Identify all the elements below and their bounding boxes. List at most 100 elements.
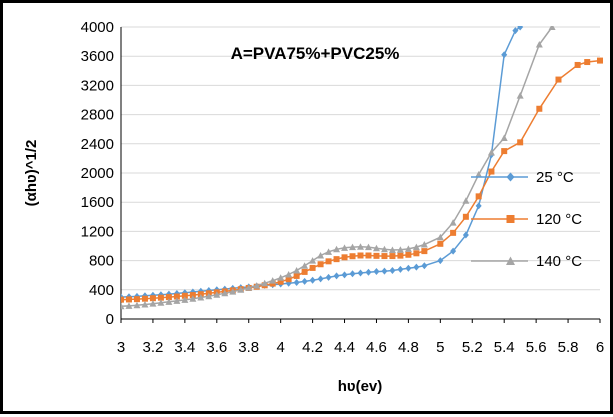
data-point	[437, 240, 444, 247]
data-point	[221, 289, 229, 297]
y-tick-label: 4000	[81, 19, 114, 36]
data-point	[125, 302, 133, 309]
data-point	[475, 193, 482, 200]
y-tick-label: 800	[89, 253, 114, 270]
legend-marker	[506, 172, 515, 182]
data-point	[293, 279, 300, 286]
y-tick-label: 1200	[81, 223, 114, 240]
data-point	[413, 263, 420, 271]
data-point	[365, 252, 372, 259]
y-tick-label: 3600	[81, 48, 114, 65]
data-point	[488, 168, 495, 175]
data-point	[149, 295, 156, 302]
data-point	[357, 269, 364, 277]
data-point	[381, 253, 388, 260]
data-point	[341, 244, 349, 251]
series-140-c	[121, 26, 556, 310]
data-point	[237, 286, 245, 293]
data-point	[365, 268, 372, 276]
data-point	[420, 241, 428, 248]
data-point	[372, 244, 380, 252]
data-point	[517, 139, 524, 146]
data-point	[165, 294, 172, 301]
data-point	[333, 256, 340, 263]
y-axis-title: (αhʋ)^1/2	[23, 140, 40, 207]
x-tick-label: 4.8	[398, 339, 419, 356]
data-point	[349, 243, 357, 251]
line-chart: 0 400 800 1200 1600 2000 2400 2800 3200 3600 4000 3…	[23, 19, 605, 395]
x-tick-label: 3	[117, 339, 125, 356]
data-point	[293, 272, 300, 279]
data-point	[584, 59, 591, 66]
data-point	[516, 92, 524, 99]
data-point	[149, 300, 157, 307]
data-point	[341, 271, 348, 279]
data-point	[475, 170, 483, 178]
data-point	[317, 261, 324, 268]
data-point	[449, 219, 457, 226]
data-point	[245, 284, 253, 291]
data-point	[535, 41, 543, 48]
x-tick-label: 3.4	[174, 339, 195, 356]
series-120-c	[121, 57, 603, 303]
data-point	[133, 301, 141, 309]
data-point	[357, 252, 364, 259]
data-point	[333, 245, 341, 253]
x-tick-label: 6	[596, 339, 604, 356]
y-tick-label: 2000	[81, 165, 114, 182]
data-point	[141, 301, 149, 308]
data-point	[189, 295, 197, 302]
data-point	[261, 279, 269, 287]
data-point	[373, 268, 380, 276]
data-point	[301, 268, 308, 275]
data-point	[157, 299, 165, 306]
data-point	[197, 293, 205, 301]
data-point	[412, 243, 420, 251]
data-point	[389, 253, 396, 260]
legend: 25 °C 120 °C 140 °C	[471, 169, 582, 270]
y-tick-label: 3200	[81, 77, 114, 94]
data-point	[597, 57, 603, 64]
data-point	[301, 262, 309, 269]
legend-label: 120 °C	[536, 211, 582, 228]
data-point	[121, 296, 124, 303]
data-point	[404, 245, 412, 252]
data-point	[309, 276, 316, 284]
x-tick-label: 4.2	[302, 339, 323, 356]
data-point	[141, 295, 148, 302]
data-point	[437, 257, 444, 265]
x-tick-label: 3.8	[238, 339, 259, 356]
data-point	[421, 262, 428, 270]
data-point	[380, 245, 388, 253]
y-tick-label: 1600	[81, 194, 114, 211]
gridlines	[121, 26, 600, 291]
data-point	[277, 278, 284, 285]
x-tick-label: 5.2	[462, 339, 483, 356]
data-point	[349, 253, 356, 260]
y-tick-label: 2800	[81, 107, 114, 124]
data-point	[555, 76, 562, 83]
data-point	[173, 297, 181, 304]
data-point	[405, 251, 412, 258]
data-point	[253, 282, 261, 289]
x-tick-label: 5	[436, 339, 444, 356]
x-tick-label: 5.8	[558, 339, 579, 356]
data-point	[341, 254, 348, 261]
data-point	[173, 293, 180, 300]
data-point	[389, 266, 396, 274]
data-point	[317, 251, 325, 259]
data-point	[381, 267, 388, 275]
y-tick-label: 2400	[81, 136, 114, 153]
x-axis-title: hʋ(ev)	[338, 378, 383, 395]
series-lines	[121, 26, 603, 310]
data-point	[125, 296, 132, 303]
data-point	[325, 248, 333, 255]
data-point	[205, 292, 213, 300]
legend-marker	[506, 256, 515, 265]
series-25-c	[121, 26, 524, 301]
data-point	[364, 243, 372, 251]
data-point	[293, 266, 301, 274]
data-point	[181, 292, 188, 299]
data-point	[396, 246, 404, 253]
tick-labels: 0 400 800 1200 1600 2000 2400 2800 3200 3600 4000 3…	[81, 19, 605, 356]
